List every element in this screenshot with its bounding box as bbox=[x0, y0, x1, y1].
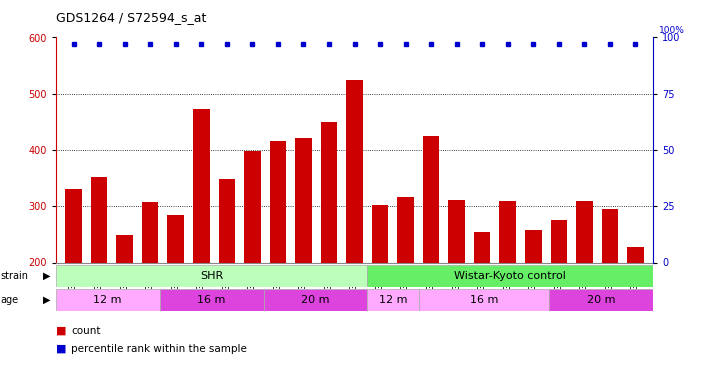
Bar bbox=[295, 138, 312, 375]
Text: count: count bbox=[71, 326, 101, 336]
Bar bbox=[142, 202, 159, 375]
Bar bbox=[397, 196, 414, 375]
Bar bbox=[419, 289, 549, 310]
Text: ■: ■ bbox=[56, 326, 70, 336]
Text: GDS1264 / S72594_s_at: GDS1264 / S72594_s_at bbox=[56, 11, 206, 24]
Bar bbox=[116, 236, 133, 375]
Bar bbox=[160, 289, 263, 310]
Text: strain: strain bbox=[1, 271, 29, 280]
Bar bbox=[56, 289, 160, 310]
Bar bbox=[549, 289, 653, 310]
Text: ▶: ▶ bbox=[44, 271, 51, 280]
Bar bbox=[525, 230, 542, 375]
Bar bbox=[263, 289, 368, 310]
Text: 100%: 100% bbox=[659, 26, 685, 35]
Bar bbox=[423, 136, 439, 375]
Text: ▶: ▶ bbox=[44, 295, 51, 304]
Bar bbox=[368, 289, 419, 310]
Bar bbox=[448, 200, 465, 375]
Text: 16 m: 16 m bbox=[197, 295, 226, 304]
Bar bbox=[368, 265, 653, 286]
Text: percentile rank within the sample: percentile rank within the sample bbox=[71, 344, 247, 354]
Text: 12 m: 12 m bbox=[94, 295, 122, 304]
Text: 16 m: 16 m bbox=[471, 295, 498, 304]
Text: SHR: SHR bbox=[200, 271, 223, 280]
Bar bbox=[474, 232, 491, 375]
Bar bbox=[346, 80, 363, 375]
Bar bbox=[627, 247, 644, 375]
Text: Wistar-Kyoto control: Wistar-Kyoto control bbox=[455, 271, 566, 280]
Bar bbox=[576, 201, 593, 375]
Bar bbox=[218, 179, 235, 375]
Bar bbox=[65, 189, 82, 375]
Text: ■: ■ bbox=[56, 344, 70, 354]
Text: 20 m: 20 m bbox=[301, 295, 330, 304]
Text: 20 m: 20 m bbox=[587, 295, 615, 304]
Bar bbox=[244, 151, 261, 375]
Bar bbox=[193, 110, 210, 375]
Bar bbox=[372, 205, 388, 375]
Text: age: age bbox=[1, 295, 19, 304]
Bar bbox=[321, 122, 337, 375]
Bar bbox=[167, 215, 184, 375]
Text: 12 m: 12 m bbox=[379, 295, 408, 304]
Bar bbox=[602, 209, 618, 375]
Bar bbox=[91, 177, 107, 375]
Bar bbox=[270, 141, 286, 375]
Bar bbox=[499, 201, 516, 375]
Bar bbox=[56, 265, 368, 286]
Bar bbox=[550, 220, 567, 375]
